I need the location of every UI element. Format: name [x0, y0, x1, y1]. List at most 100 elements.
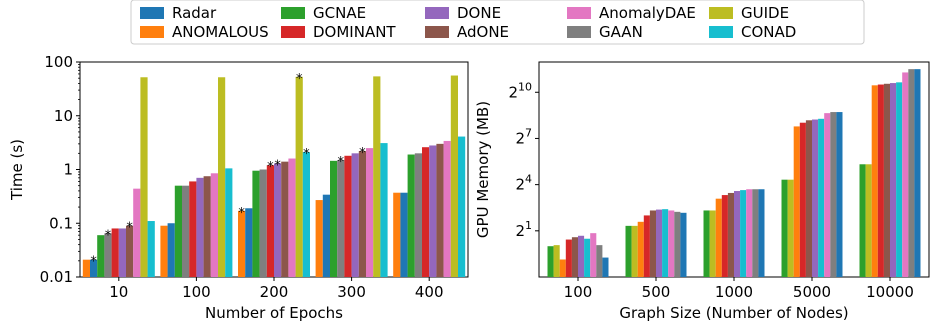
legend-swatch-anomalydae	[567, 7, 591, 19]
memory-bar-guide-1000	[709, 210, 716, 277]
time-bar-gaan-400	[414, 153, 422, 277]
time-annotation-5: *	[274, 158, 281, 173]
legend-label-done: DONE	[457, 4, 501, 22]
time-xtick-label-400: 400	[415, 283, 444, 301]
legend-label-gcnae: GCNAE	[313, 4, 366, 22]
memory-ytick-label-1: 24	[515, 173, 532, 194]
memory-bar-radar-500	[680, 212, 687, 277]
time-bar-dominant-10	[111, 228, 119, 277]
time-bar-radar-300	[322, 194, 330, 277]
memory-bar-adone-5000	[805, 120, 812, 277]
memory-bar-dominant-100	[565, 239, 572, 277]
legend-swatch-gcnae	[281, 7, 305, 19]
memory-bar-conad-10000	[896, 82, 903, 277]
memory-bar-gaan-10000	[908, 69, 915, 277]
memory-bar-radar-5000	[836, 112, 843, 277]
time-xtick-label-10: 10	[109, 283, 128, 301]
time-bar-guide-200	[295, 76, 303, 277]
memory-bar-dominant-500	[643, 215, 650, 277]
time-bar-done-10	[118, 228, 126, 277]
legend-swatch-dominant	[281, 26, 305, 38]
memory-xtick-label-1000: 1000	[715, 283, 753, 301]
time-bar-gcnae-300	[330, 160, 338, 277]
time-xtick-label-100: 100	[182, 283, 211, 301]
memory-bar-anomalydae-500	[668, 210, 675, 277]
time-xtick-label-200: 200	[260, 283, 289, 301]
memory-bar-gaan-100	[596, 245, 603, 277]
time-bar-guide-400	[450, 75, 458, 277]
time-bar-conad-10	[147, 221, 155, 277]
memory-bar-anomalydae-1000	[746, 189, 753, 277]
memory-bar-done-10000	[890, 83, 897, 277]
memory-bar-done-5000	[812, 119, 819, 277]
time-annotation-4: *	[267, 160, 274, 175]
time-xtick-label-300: 300	[337, 283, 366, 301]
time-bar-done-200	[274, 163, 282, 277]
memory-ytick-label-3: 210	[508, 80, 532, 101]
time-annotation-3: *	[238, 206, 245, 221]
time-bar-anomalous-400	[393, 192, 401, 277]
time-bar-anomalydae-10	[133, 188, 141, 277]
memory-bar-anomalous-5000	[793, 126, 800, 277]
memory-bar-anomalydae-100	[590, 233, 597, 277]
time-annotation-6: *	[303, 147, 310, 162]
legend-swatch-radar	[140, 7, 164, 19]
time-bar-adone-100	[203, 176, 211, 277]
time-bar-done-300	[351, 153, 359, 277]
legend-swatch-gaan	[567, 26, 591, 38]
memory-bar-adone-10000	[883, 83, 890, 277]
legend-label-anomalous: ANOMALOUS	[172, 23, 269, 41]
memory-xlabel: Graph Size (Number of Nodes)	[619, 304, 848, 322]
time-bar-conad-300	[380, 143, 388, 277]
time-bar-anomalydae-300	[366, 148, 374, 277]
memory-bar-dominant-10000	[877, 84, 884, 277]
time-bar-anomalydae-200	[288, 158, 296, 277]
time-annotation-2: *	[126, 221, 133, 236]
time-bar-anomalydae-100	[210, 173, 218, 277]
time-bar-gaan-200	[259, 169, 267, 277]
memory-bar-done-100	[578, 235, 585, 277]
legend-swatch-guide	[709, 7, 733, 19]
time-bar-gaan-10	[104, 233, 112, 277]
time-bar-guide-100	[218, 77, 226, 277]
memory-bar-conad-1000	[740, 190, 747, 277]
memory-bar-anomalous-500	[637, 221, 644, 277]
time-bar-done-100	[196, 177, 204, 277]
legend-label-radar: Radar	[172, 4, 217, 22]
time-annotation-8: *	[338, 155, 345, 170]
memory-bar-dominant-1000	[721, 195, 728, 277]
time-bar-dominant-200	[266, 165, 274, 277]
time-bar-gcnae-100	[174, 185, 182, 277]
memory-bar-gaan-5000	[830, 112, 837, 277]
time-bar-dominant-100	[189, 181, 197, 277]
memory-xtick-label-100: 100	[564, 283, 593, 301]
time-annotation-0: *	[90, 255, 97, 270]
legend-swatch-anomalous	[140, 26, 164, 38]
memory-bar-radar-100	[602, 257, 609, 277]
memory-bar-done-500	[656, 209, 663, 277]
time-ytick-label-0: 0.01	[40, 268, 73, 286]
memory-bar-gcnae-100	[547, 246, 554, 277]
time-bar-radar-400	[400, 192, 408, 277]
memory-bar-done-1000	[734, 191, 741, 277]
memory-bar-adone-1000	[727, 192, 734, 277]
time-bar-gcnae-10	[97, 235, 105, 277]
memory-bar-dominant-5000	[799, 122, 806, 278]
time-bar-dominant-300	[344, 155, 352, 277]
memory-xtick-label-500: 500	[642, 283, 671, 301]
memory-bar-adone-500	[649, 210, 656, 277]
legend-label-gaan: GAAN	[599, 23, 643, 41]
memory-xtick-label-10000: 10000	[866, 283, 914, 301]
legend-swatch-done	[425, 7, 449, 19]
time-bar-conad-200	[302, 152, 310, 277]
time-bar-done-400	[429, 145, 437, 277]
time-bar-adone-300	[358, 151, 366, 277]
memory-bar-anomalous-100	[559, 259, 566, 277]
time-bar-gaan-300	[337, 160, 345, 277]
memory-bar-anomalydae-10000	[902, 72, 909, 277]
time-annotation-1: *	[105, 228, 112, 243]
memory-ylabel: GPU Memory (MB)	[474, 101, 492, 238]
time-bar-anomalous-300	[315, 200, 323, 277]
